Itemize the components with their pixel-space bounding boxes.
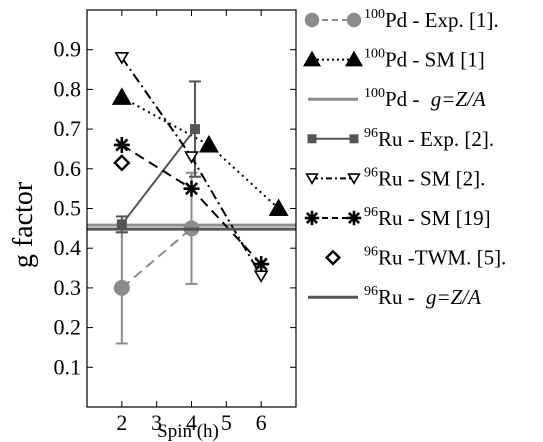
asterisk-stroke bbox=[347, 211, 361, 225]
legend-isotope-mass: 100 bbox=[364, 47, 385, 62]
asterisk-stroke bbox=[305, 211, 319, 225]
x-tick-label: 2 bbox=[116, 410, 127, 435]
legend-marker bbox=[305, 173, 319, 185]
legend-isotope-mass: 96 bbox=[364, 245, 378, 260]
data-point-pd_sm bbox=[111, 87, 132, 105]
legend-label-ru_exp: 96Ru - Exp. [2]. bbox=[364, 126, 494, 151]
legend-text: Ru - Exp. [2]. bbox=[378, 127, 494, 151]
data-point-ru_sm19 bbox=[113, 136, 130, 153]
y-tick-label: 0.3 bbox=[54, 275, 82, 300]
legend-swatch-ru_sm2 bbox=[305, 173, 361, 185]
y-tick-label: 0.6 bbox=[54, 156, 82, 181]
legend-text: Pd - Exp. [1]. bbox=[385, 8, 499, 32]
legend-entry-pd_za: 100Pd - g=Z/A bbox=[308, 86, 486, 111]
legend-entry-ru_za: 96Ru - g=Z/A bbox=[308, 284, 481, 309]
legend-formula: g=Z/A bbox=[426, 285, 481, 309]
data-point-pd_sm bbox=[268, 198, 289, 216]
legend-label-ru_twm: 96Ru -TWM. [5]. bbox=[364, 245, 506, 270]
x-tick-label: 4 bbox=[186, 410, 197, 435]
legend-label-ru_sm19: 96Ru - SM [19] bbox=[364, 205, 491, 230]
legend-entry-ru_sm2: 96Ru - SM [2]. bbox=[305, 165, 485, 190]
legend-marker bbox=[304, 12, 320, 28]
x-tick-label: 5 bbox=[221, 410, 232, 435]
legend-entry-ru_sm19: 96Ru - SM [19] bbox=[304, 205, 491, 230]
x-tick-label: 6 bbox=[256, 410, 267, 435]
plot-area bbox=[87, 52, 296, 345]
legend-entry-ru_exp: 96Ru - Exp. [2]. bbox=[307, 126, 494, 151]
legend-swatch-ru_exp bbox=[307, 134, 359, 144]
legend-entry-pd_exp: 100Pd - Exp. [1]. bbox=[304, 7, 499, 32]
legend-swatch-ru_sm19 bbox=[304, 210, 362, 226]
legend-isotope-mass: 96 bbox=[364, 284, 378, 299]
asterisk-stroke bbox=[115, 138, 129, 152]
legend-swatch-pd_exp bbox=[304, 12, 362, 28]
legend-swatch-pd_sm bbox=[303, 50, 363, 67]
y-tick-label: 0.2 bbox=[54, 315, 82, 340]
x-axis-label: Spin (h) bbox=[157, 421, 219, 442]
data-point-ru_sm19 bbox=[183, 180, 200, 197]
legend-isotope-mass: 96 bbox=[364, 126, 378, 141]
y-tick-label: 0.4 bbox=[54, 235, 82, 260]
data-point-ru_twm bbox=[113, 154, 131, 172]
legend-marker bbox=[349, 134, 359, 144]
legend-isotope-mass: 100 bbox=[364, 86, 385, 101]
legend-marker bbox=[347, 173, 361, 185]
data-point-pd_sm bbox=[198, 134, 219, 153]
series-ru_sm19 bbox=[113, 136, 270, 273]
legend-marker bbox=[346, 12, 362, 28]
axes: 2 3 4 5 6 0.1 0.2 0.3 0.4 0.5 0.6 0.7 0.8 0.9 bbox=[54, 9, 297, 435]
legend-marker bbox=[307, 134, 317, 144]
asterisk-stroke bbox=[254, 257, 268, 271]
legend-entry-pd_sm: 100Pd - SM [1] bbox=[303, 47, 485, 72]
legend-isotope-mass: 96 bbox=[364, 165, 378, 180]
legend-text: Ru - bbox=[378, 285, 420, 309]
series-pd_sm bbox=[111, 87, 289, 216]
y-tick-label: 0.7 bbox=[54, 116, 82, 141]
legend-text: Ru - SM [19] bbox=[378, 206, 491, 230]
legend-label-ru_sm2: 96Ru - SM [2]. bbox=[364, 165, 485, 190]
legend-isotope-mass: 100 bbox=[364, 7, 385, 22]
legend-text: Pd - bbox=[385, 87, 425, 111]
data-point-ru_exp bbox=[189, 124, 200, 135]
legend-label-pd_za: 100Pd - g=Z/A bbox=[364, 86, 486, 111]
legend-marker bbox=[304, 210, 320, 226]
legend-formula: g=Z/A bbox=[431, 87, 486, 111]
y-axis-label: g factor bbox=[8, 181, 39, 268]
legend-marker bbox=[325, 249, 341, 266]
data-point-ru_sm19 bbox=[253, 256, 270, 273]
legend-label-ru_za: 96Ru - g=Z/A bbox=[364, 284, 481, 309]
y-tick-label: 0.1 bbox=[54, 354, 82, 379]
y-tick-label: 0.8 bbox=[54, 76, 82, 101]
legend-label-pd_sm: 100Pd - SM [1] bbox=[364, 47, 485, 72]
y-tick-label: 0.5 bbox=[54, 196, 82, 221]
legend-marker bbox=[346, 210, 362, 226]
legend-label-pd_exp: 100Pd - Exp. [1]. bbox=[364, 7, 499, 32]
legend: 100Pd - Exp. [1].100Pd - SM [1]100Pd - g… bbox=[303, 7, 506, 309]
series-ru_twm bbox=[113, 154, 131, 172]
x-tick-label: 3 bbox=[151, 410, 162, 435]
data-point-ru_sm2 bbox=[114, 52, 130, 65]
legend-marker bbox=[303, 50, 321, 67]
data-point-ru_exp bbox=[116, 219, 127, 230]
y-tick-label: 0.9 bbox=[54, 37, 82, 62]
legend-text: Ru - SM [2]. bbox=[378, 166, 485, 190]
legend-swatch-ru_twm bbox=[325, 249, 341, 266]
legend-text: Ru -TWM. [5]. bbox=[378, 246, 506, 270]
legend-entry-ru_twm: 96Ru -TWM. [5]. bbox=[325, 245, 506, 270]
data-point-pd_exp bbox=[113, 279, 130, 296]
series-line-pd_sm bbox=[121, 96, 280, 210]
legend-text: Pd - SM [1] bbox=[385, 48, 485, 72]
legend-isotope-mass: 96 bbox=[364, 205, 378, 220]
asterisk-stroke bbox=[184, 182, 199, 196]
legend-marker bbox=[345, 50, 363, 67]
data-point-ru_sm2 bbox=[184, 151, 199, 164]
